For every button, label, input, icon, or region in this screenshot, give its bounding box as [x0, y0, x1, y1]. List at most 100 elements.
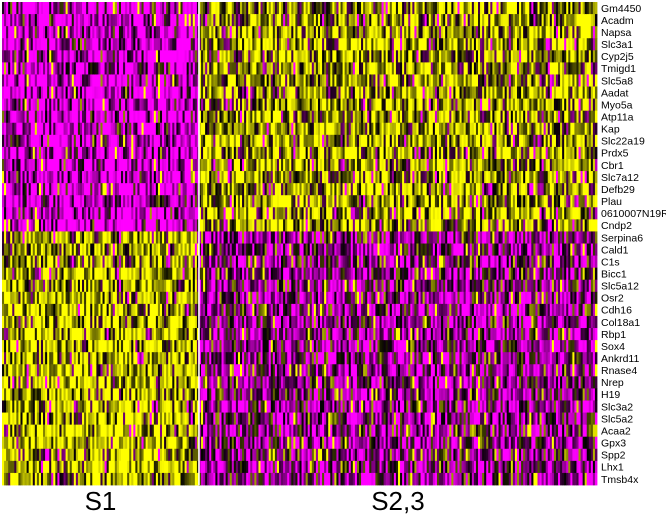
- heatmap-cell: [98, 110, 101, 124]
- heatmap-cell: [69, 352, 73, 365]
- heatmap-cell: [10, 291, 13, 305]
- heatmap-cell: [47, 472, 50, 486]
- heatmap-cell: [32, 158, 36, 172]
- heatmap-cell: [24, 388, 28, 401]
- heatmap-cell: [6, 400, 9, 413]
- heatmap-cell: [34, 460, 38, 474]
- heatmap-cell: [59, 2, 62, 15]
- heatmap-cell: [16, 315, 19, 329]
- heatmap-cell: [106, 460, 110, 474]
- heatmap-cell: [77, 146, 81, 160]
- heatmap-cell: [18, 243, 21, 256]
- heatmap-cell: [45, 219, 48, 232]
- heatmap-cell: [43, 195, 46, 208]
- heatmap-cell: [84, 472, 87, 486]
- heatmap-cell: [82, 412, 85, 426]
- heatmap-cell: [79, 50, 83, 63]
- heatmap-cell: [6, 50, 9, 63]
- heatmap-cell: [36, 472, 40, 486]
- heatmap-cell: [79, 195, 83, 208]
- heatmap-cell: [79, 26, 83, 39]
- heatmap-cell: [55, 207, 58, 220]
- heatmap-cell: [77, 352, 81, 365]
- heatmap-cell: [61, 86, 64, 99]
- heatmap-cell: [49, 50, 52, 63]
- heatmap-cell: [51, 110, 54, 124]
- heatmap-cell: [96, 50, 99, 63]
- heatmap-cell: [53, 62, 56, 75]
- heatmap-cell: [106, 38, 110, 51]
- heatmap-cell: [63, 328, 66, 341]
- heatmap-cell: [75, 98, 79, 112]
- heatmap-cell: [75, 86, 79, 99]
- heatmap-cell: [36, 50, 40, 63]
- heatmap-cell: [100, 26, 103, 39]
- heatmap-cell: [10, 183, 13, 196]
- heatmap-cell: [10, 219, 13, 232]
- heatmap-cell: [53, 340, 56, 353]
- heatmap-cell: [102, 243, 105, 256]
- heatmap-cell: [28, 38, 32, 51]
- heatmap-cell: [12, 255, 15, 269]
- heatmap-cell: [24, 448, 28, 462]
- heatmap-cell: [51, 388, 54, 401]
- heatmap-cell: [110, 291, 114, 305]
- heatmap-cell: [61, 267, 64, 281]
- heatmap-cell: [32, 50, 36, 63]
- heatmap-cell: [40, 134, 44, 148]
- heatmap-cell: [67, 158, 71, 172]
- heatmap-cell: [26, 122, 30, 136]
- heatmap-cell: [32, 412, 36, 426]
- heatmap-cell: [2, 315, 5, 329]
- heatmap-cell: [94, 38, 97, 51]
- heatmap-cell: [67, 86, 71, 99]
- heatmap-cell: [30, 472, 34, 486]
- heatmap-cell: [18, 460, 21, 474]
- heatmap-cell: [108, 14, 112, 27]
- heatmap-cell: [22, 267, 25, 281]
- heatmap-cell: [38, 412, 42, 426]
- heatmap-cell: [14, 219, 17, 232]
- heatmap-cell: [30, 50, 34, 63]
- heatmap-cell: [53, 38, 56, 51]
- heatmap-cell: [51, 436, 54, 450]
- heatmap-cell: [43, 340, 46, 353]
- heatmap-cell: [18, 400, 21, 413]
- heatmap-cell: [24, 315, 28, 329]
- heatmap-cell: [82, 50, 85, 63]
- heatmap-cell: [59, 26, 62, 39]
- heatmap-cell: [110, 340, 114, 353]
- heatmap-cell: [49, 38, 52, 51]
- heatmap-cell: [49, 219, 52, 232]
- heatmap-cell: [94, 74, 97, 87]
- heatmap-cell: [53, 98, 56, 112]
- heatmap-cell: [88, 146, 91, 160]
- heatmap-cell: [65, 62, 69, 75]
- heatmap-cell: [92, 291, 95, 305]
- heatmap-cell: [102, 436, 105, 450]
- heatmap-cell: [6, 328, 9, 341]
- heatmap-cell: [65, 340, 69, 353]
- heatmap-cell: [34, 448, 38, 462]
- heatmap-cell: [16, 74, 19, 87]
- heatmap-cell: [28, 146, 32, 160]
- heatmap-cell: [69, 86, 73, 99]
- heatmap-cell: [88, 267, 91, 281]
- heatmap-cell: [26, 231, 30, 244]
- heatmap-cell: [22, 74, 25, 87]
- heatmap-cell: [102, 328, 105, 341]
- heatmap-cell: [102, 62, 105, 75]
- heatmap-cell: [106, 279, 110, 293]
- heatmap-cell: [88, 134, 91, 148]
- heatmap-cell: [65, 436, 69, 450]
- heatmap-cell: [8, 412, 11, 426]
- heatmap-cell: [98, 122, 101, 136]
- heatmap-cell: [100, 38, 103, 51]
- heatmap-cell: [6, 340, 9, 353]
- heatmap-cell: [57, 146, 60, 160]
- heatmap-cell: [79, 376, 83, 389]
- heatmap-cell: [57, 279, 60, 293]
- heatmap-cell: [12, 412, 15, 426]
- heatmap-cell: [32, 243, 36, 256]
- heatmap-cell: [57, 98, 60, 112]
